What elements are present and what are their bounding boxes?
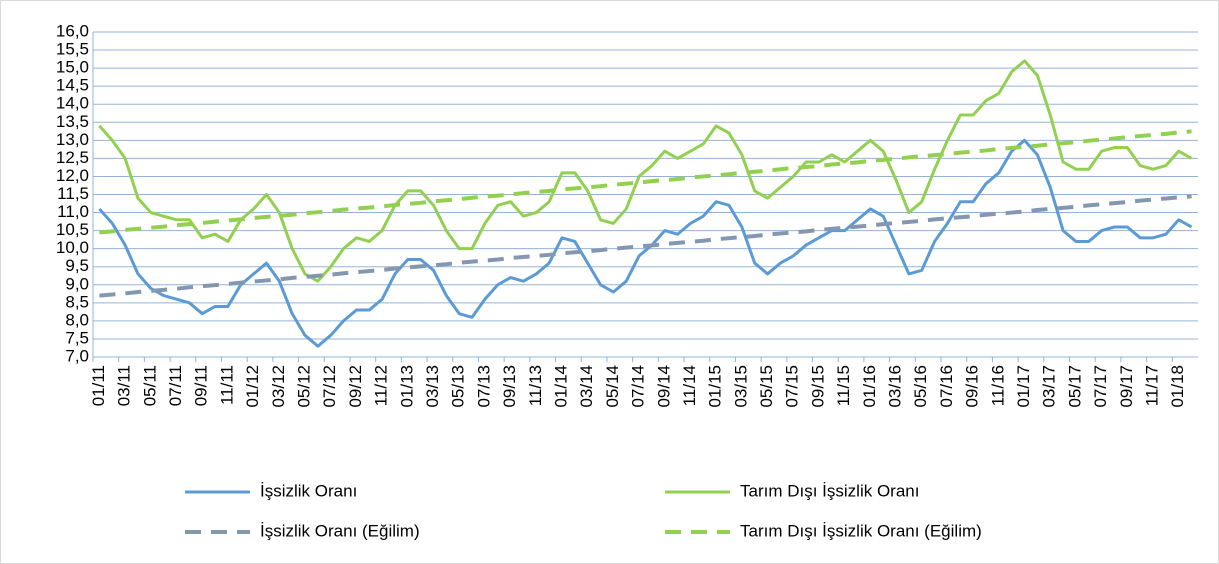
x-tick-label: 01/14	[551, 365, 570, 408]
y-tick-label: 11,0	[57, 202, 89, 221]
x-tick-label: 11/17	[1143, 365, 1162, 406]
series-line	[99, 129, 1192, 235]
x-tick-label: 05/14	[603, 365, 622, 408]
y-tick-label: 14,5	[56, 76, 89, 95]
x-tick-label: 07/11	[166, 365, 185, 406]
x-tick-label: 03/11	[115, 365, 134, 406]
y-tick-label: 8,5	[65, 292, 89, 311]
x-tick-label: 01/11	[89, 365, 108, 406]
y-tick-label: 9,5	[65, 256, 89, 275]
y-tick-label: 8,0	[65, 310, 89, 329]
legend-label: İşsizlik Oranı	[260, 481, 357, 500]
x-tick-label: 01/15	[706, 365, 725, 408]
x-tick-label: 01/18	[1168, 365, 1187, 408]
y-tick-label: 11,5	[57, 184, 89, 203]
x-tick-label: 03/15	[731, 365, 750, 408]
x-tick-label: 11/13	[526, 365, 545, 406]
y-tick-label: 15,5	[56, 40, 89, 59]
x-tick-label: 09/13	[500, 365, 519, 408]
x-tick-label: 03/13	[423, 365, 442, 408]
y-tick-label: 10,5	[56, 220, 89, 239]
legend-label: İşsizlik Oranı (Eğilim)	[260, 521, 420, 540]
x-tick-label: 07/15	[783, 365, 802, 408]
x-tick-label: 11/14	[680, 365, 699, 406]
x-tick-label: 09/14	[654, 365, 673, 408]
x-tick-label: 07/12	[320, 365, 339, 408]
x-tick-label: 03/16	[886, 365, 905, 408]
y-tick-label: 12,0	[56, 166, 89, 185]
x-tick-label: 09/12	[346, 365, 365, 408]
x-tick-label: 05/16	[911, 365, 930, 408]
x-tick-label: 05/15	[757, 365, 776, 408]
y-tick-label: 14,0	[56, 94, 89, 113]
x-tick-label: 05/12	[294, 365, 313, 408]
y-tick-label: 13,5	[56, 112, 89, 131]
y-tick-label: 10,0	[56, 238, 89, 257]
y-tick-label: 13,0	[56, 130, 89, 149]
legend-label: Tarım Dışı İşsizlik Oranı (Eğilim)	[740, 521, 982, 540]
series-line	[99, 194, 1192, 298]
y-tick-label: 15,0	[56, 58, 89, 77]
x-tick-label: 11/12	[372, 365, 391, 406]
x-tick-label: 07/14	[629, 365, 648, 408]
x-tick-label: 01/12	[243, 365, 262, 408]
y-tick-label: 12,5	[56, 148, 89, 167]
x-tick-label: 09/15	[808, 365, 827, 408]
x-tick-label: 01/16	[860, 365, 879, 408]
x-tick-label: 03/14	[577, 365, 596, 408]
y-tick-label: 7,0	[65, 346, 89, 365]
x-tick-label: 07/16	[937, 365, 956, 408]
x-tick-label: 05/17	[1065, 365, 1084, 408]
x-tick-label: 07/17	[1091, 365, 1110, 408]
x-tick-label: 01/13	[397, 365, 416, 408]
x-tick-label: 11/11	[217, 365, 236, 405]
y-tick-label: 16,0	[56, 21, 89, 40]
x-tick-label: 11/15	[834, 365, 853, 406]
x-tick-label: 03/12	[269, 365, 288, 408]
x-tick-label: 09/11	[192, 365, 211, 406]
legend-label: Tarım Dışı İşsizlik Oranı	[740, 481, 919, 500]
x-tick-label: 03/17	[1040, 365, 1059, 408]
y-tick-label: 7,5	[65, 328, 89, 347]
series-line	[98, 59, 1193, 283]
x-tick-label: 07/13	[474, 365, 493, 408]
x-tick-label: 09/17	[1117, 365, 1136, 408]
x-tick-label: 11/16	[988, 365, 1007, 406]
y-tick-label: 9,0	[65, 274, 89, 293]
x-tick-label: 05/11	[140, 365, 159, 406]
series-line	[98, 138, 1193, 348]
x-tick-label: 01/17	[1014, 365, 1033, 408]
x-tick-label: 09/16	[963, 365, 982, 408]
x-tick-label: 05/13	[449, 365, 468, 408]
